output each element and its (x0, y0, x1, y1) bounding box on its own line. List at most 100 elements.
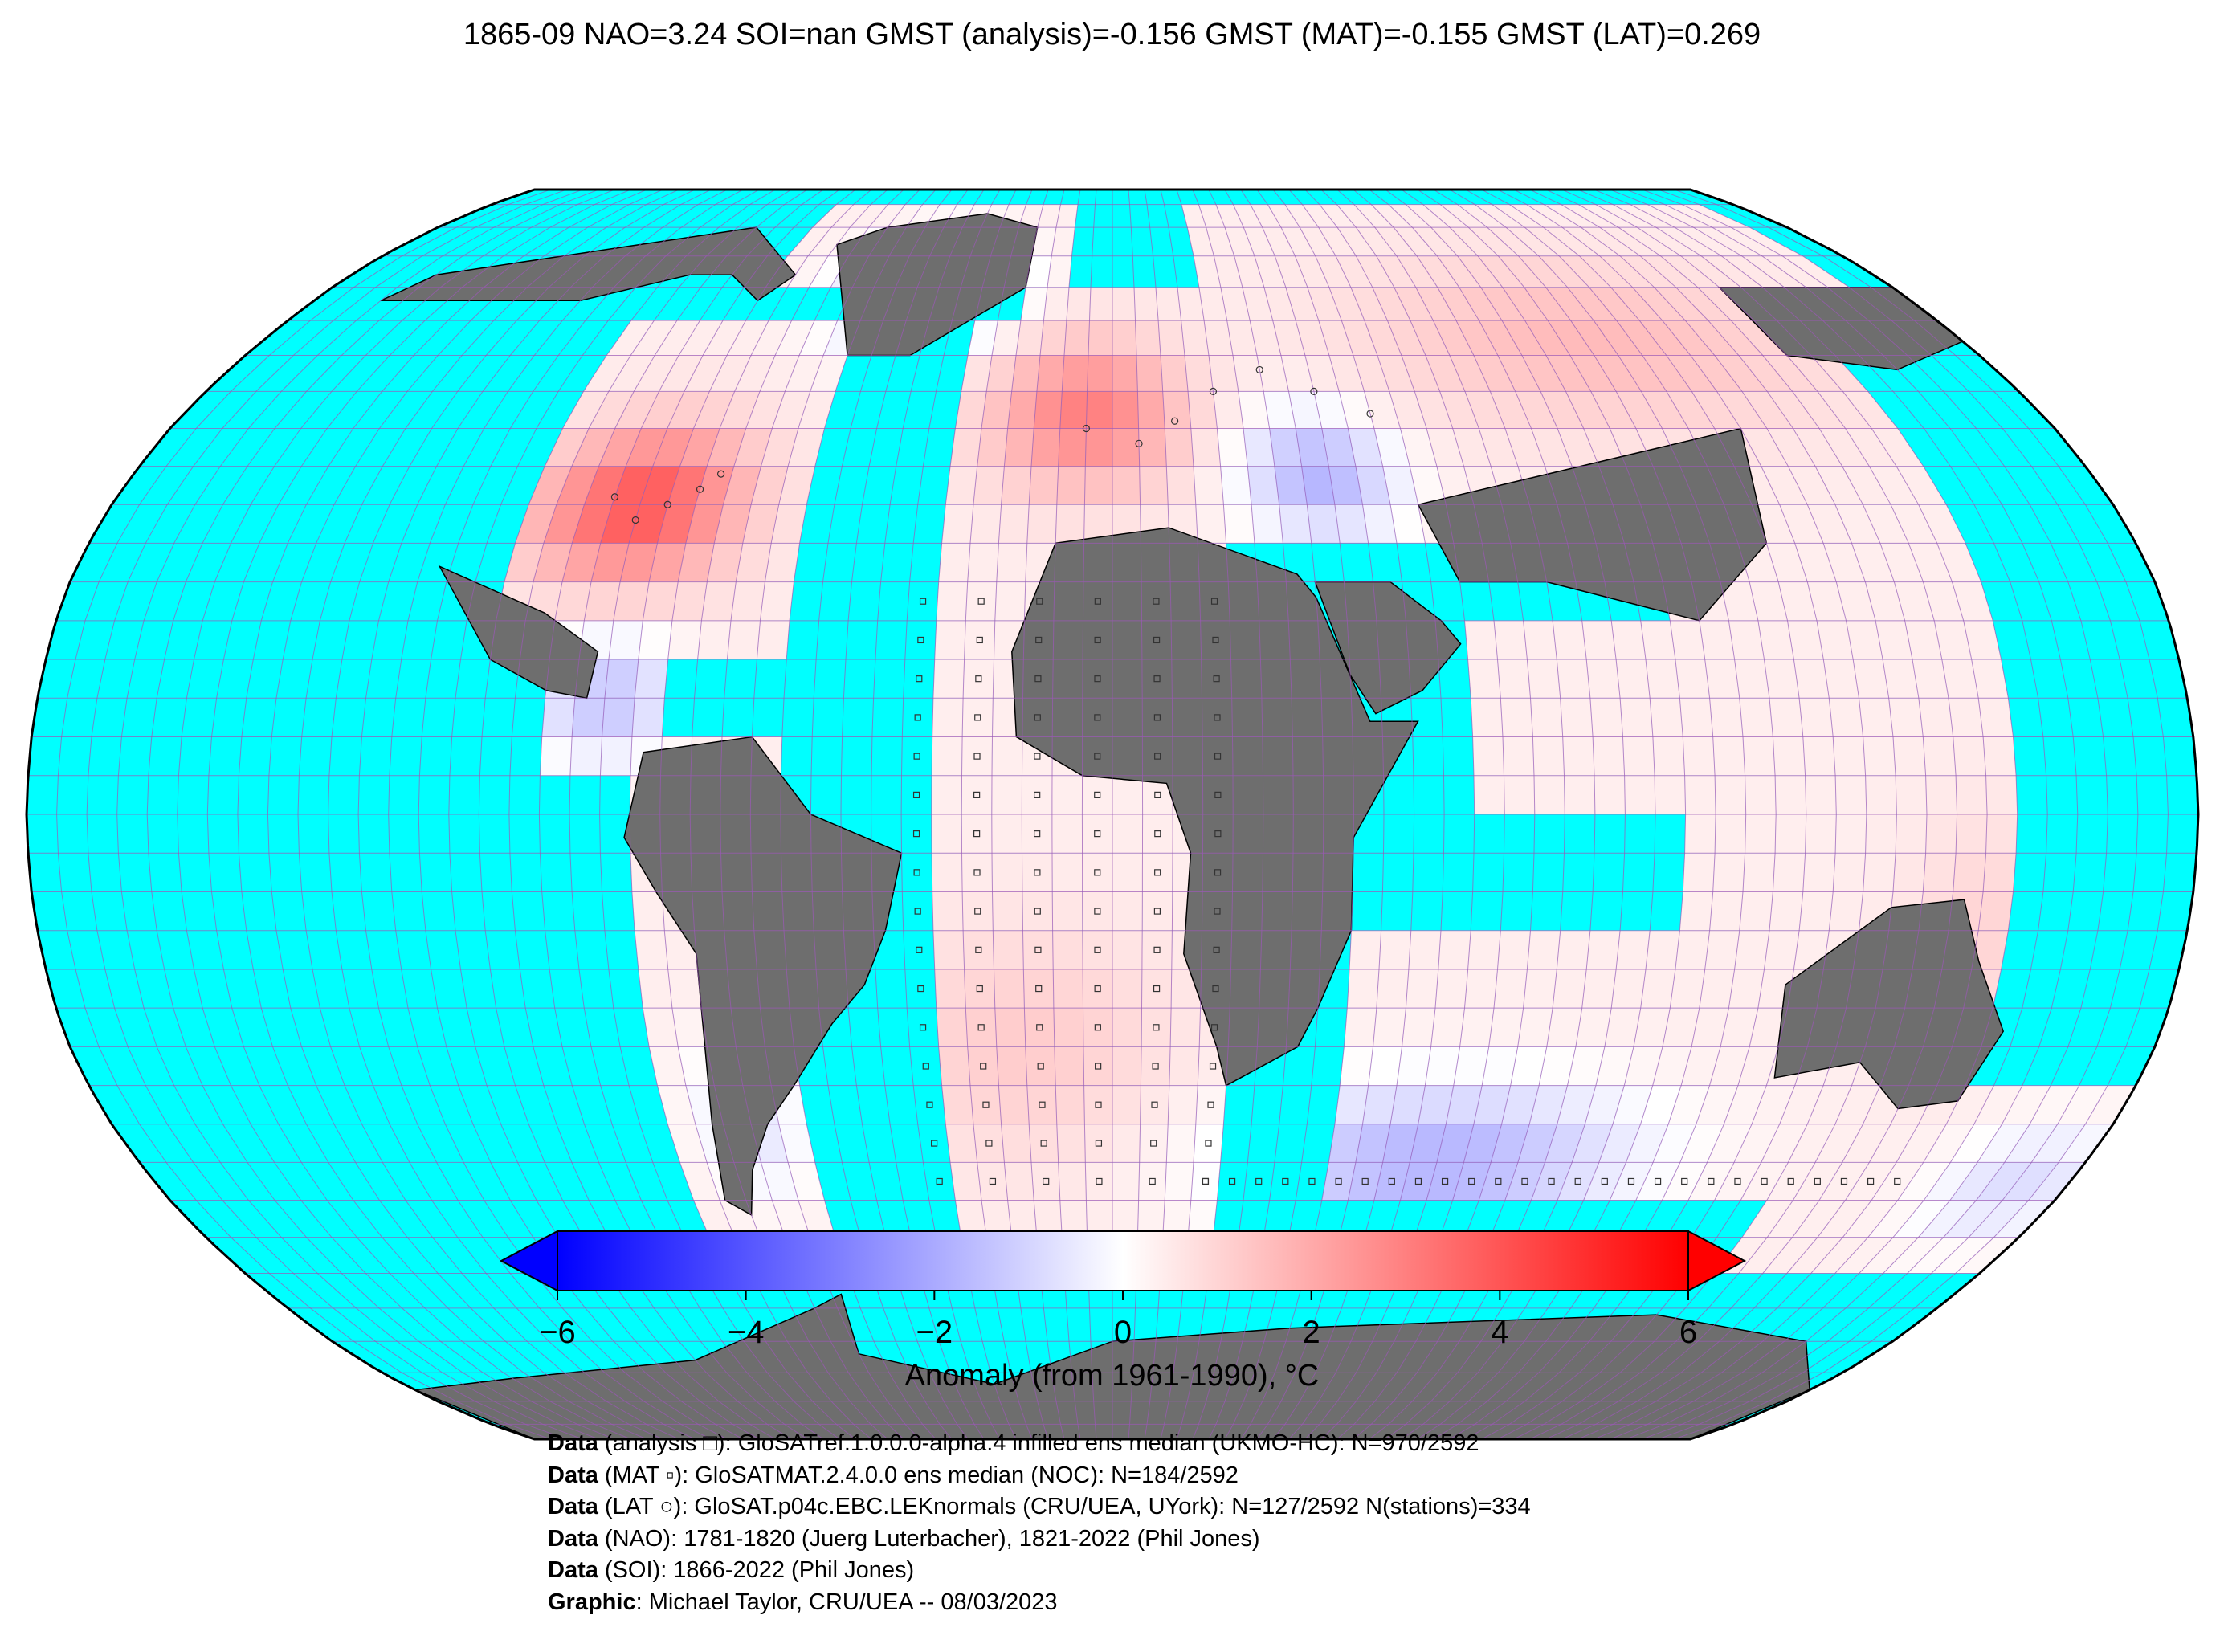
anomaly-cell (994, 1008, 1026, 1047)
anomaly-cell (1026, 1085, 1057, 1124)
anomaly-cell (709, 355, 752, 392)
anomaly-cell (1349, 930, 1381, 969)
anomaly-cell (1624, 1046, 1663, 1086)
anomaly-cell (1741, 255, 1806, 288)
analysis-marker (1734, 1177, 1741, 1185)
anomaly-cell (1195, 1085, 1226, 1124)
anomaly-cell (1924, 1162, 1977, 1201)
anomaly-cell (1775, 814, 1806, 854)
anomaly-cell (634, 355, 679, 392)
anomaly-cell (606, 320, 655, 356)
anomaly-cell (1085, 1162, 1112, 1201)
anomaly-cell (671, 1008, 708, 1047)
anomaly-cell (543, 504, 585, 544)
anomaly-cell (620, 543, 658, 582)
anomaly-cell (1956, 775, 1988, 814)
anomaly-cell (1599, 255, 1655, 288)
anomaly-cell (2002, 1085, 2051, 1124)
anomaly-cell (1859, 1237, 1919, 1274)
anomaly-cell (1056, 466, 1086, 505)
anomaly-cell (1739, 891, 1773, 931)
anomaly-cell (967, 1046, 999, 1086)
anomaly-cell (1376, 255, 1416, 288)
anomaly-cell (1793, 1162, 1842, 1201)
anomaly-cell (1745, 814, 1777, 854)
anomaly-cell (1400, 1162, 1437, 1201)
anomaly-cell (638, 620, 672, 660)
anomaly-cell (992, 891, 1023, 931)
analysis-marker (1654, 1177, 1662, 1185)
anomaly-cell (1275, 255, 1308, 288)
anomaly-cell (757, 620, 790, 660)
analysis-marker (1094, 985, 1101, 993)
analysis-marker (975, 675, 982, 683)
anomaly-cell (1871, 428, 1924, 467)
anomaly-cell (1158, 320, 1185, 356)
anomaly-cell (1194, 255, 1221, 288)
anomaly-cell (1390, 504, 1426, 544)
anomaly-cell (1697, 287, 1754, 321)
analysis-marker (1034, 946, 1042, 953)
analysis-marker (1036, 1024, 1043, 1031)
anomaly-cell (1142, 814, 1173, 854)
anomaly-cell (1137, 1200, 1165, 1238)
anomaly-cell (541, 698, 575, 737)
anomaly-cell (1418, 1085, 1454, 1124)
anomaly-cell (1524, 227, 1580, 256)
anomaly-cell (1738, 355, 1793, 392)
anomaly-cell (1284, 204, 1319, 228)
anomaly-cell (772, 391, 810, 429)
anomaly-cell (1883, 659, 1919, 699)
anomaly-cell (1871, 1162, 1924, 1201)
analysis-marker (976, 985, 983, 993)
analysis-marker (1034, 753, 1041, 760)
anomaly-cell (1007, 391, 1037, 429)
colorbar-tick-label: 2 (1303, 1315, 1320, 1350)
anomaly-cell (1498, 255, 1546, 288)
anomaly-cell (1504, 775, 1535, 814)
anomaly-cell (1141, 1046, 1171, 1086)
anomaly-cell (961, 775, 992, 814)
anomaly-cell (1415, 287, 1456, 321)
anomaly-cell (1487, 227, 1539, 256)
lat-station-marker (716, 470, 725, 478)
anomaly-cell (1923, 581, 1964, 621)
analysis-marker (1094, 675, 1101, 683)
anomaly-cell (1683, 853, 1716, 892)
anomaly-cell (1788, 1124, 1835, 1163)
anomaly-cell (868, 204, 906, 228)
analysis-marker (1210, 598, 1218, 605)
anomaly-cell (1491, 1124, 1530, 1163)
anomaly-cell (1720, 581, 1758, 621)
anomaly-cell (1745, 775, 1777, 814)
anomaly-cell (1819, 1162, 1870, 1201)
anomaly-cell (1162, 391, 1191, 429)
anomaly-cell (1056, 204, 1078, 228)
analysis-marker (1040, 1140, 1047, 1147)
anomaly-cell (1170, 1008, 1201, 1047)
anomaly-cell (1187, 227, 1214, 256)
analysis-marker (1214, 714, 1221, 721)
anomaly-cell (1194, 1124, 1224, 1163)
anomaly-cell (1595, 204, 1656, 228)
anomaly-cell (1683, 736, 1716, 776)
anomaly-cell (707, 543, 743, 582)
anomaly-cell (788, 1162, 825, 1201)
anomaly-cell (1691, 391, 1741, 429)
anomaly-cell (1274, 466, 1308, 505)
anomaly-cell (977, 428, 1008, 467)
anomaly-cell (731, 581, 765, 621)
anomaly-cell (1334, 1085, 1369, 1124)
anomaly-cell (1020, 287, 1047, 321)
analysis-marker (1094, 1024, 1101, 1031)
anomaly-cell (1531, 1162, 1573, 1201)
analysis-marker (1036, 598, 1043, 605)
anomaly-cell (1766, 428, 1816, 467)
anomaly-cell (1209, 355, 1239, 392)
anomaly-cell (1112, 1124, 1141, 1163)
anomaly-cell (1805, 775, 1837, 814)
anomaly-cell (1977, 1124, 2030, 1163)
anomaly-cell (1436, 1124, 1474, 1163)
anomaly-cell (1086, 1200, 1112, 1238)
anomaly-cell (1501, 1085, 1540, 1124)
